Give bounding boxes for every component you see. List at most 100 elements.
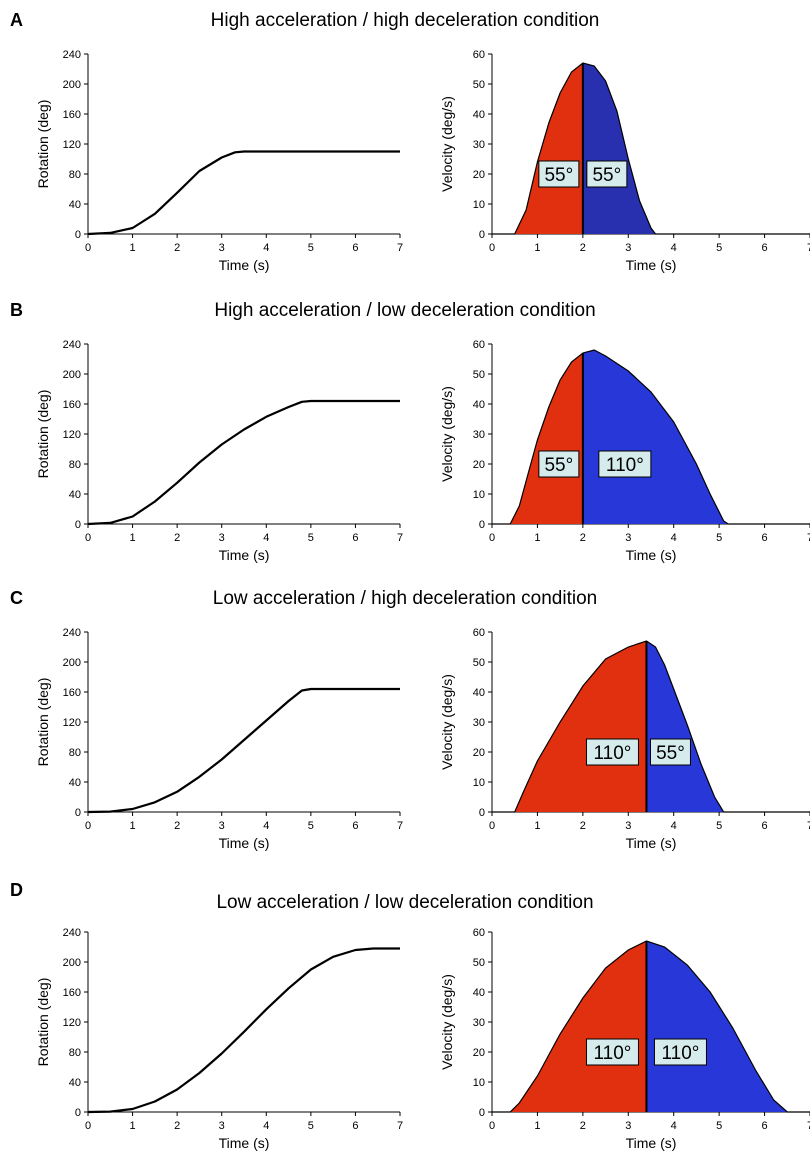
y-tick-label: 240 xyxy=(63,627,81,639)
y-tick-label: 0 xyxy=(479,807,485,819)
y-tick-label: 160 xyxy=(63,109,81,121)
x-tick-label: 5 xyxy=(308,1120,314,1132)
x-tick-label: 2 xyxy=(580,532,586,544)
y-tick-label: 40 xyxy=(69,489,81,501)
x-tick-label: 0 xyxy=(489,820,495,832)
x-tick-label: 4 xyxy=(671,532,677,544)
y-tick-label: 200 xyxy=(63,657,81,669)
y-tick-label: 160 xyxy=(63,687,81,699)
y-tick-label: 0 xyxy=(75,807,81,819)
y-axis-label: Velocity (deg/s) xyxy=(439,96,455,192)
y-tick-label: 40 xyxy=(473,399,485,411)
y-tick-label: 120 xyxy=(63,717,81,729)
y-tick-label: 80 xyxy=(69,1047,81,1059)
velocity-chart: 010203040506001234567Time (s)Velocity (d… xyxy=(400,338,730,588)
x-tick-label: 2 xyxy=(580,1120,586,1132)
y-tick-label: 50 xyxy=(473,369,485,381)
y-axis-label: Velocity (deg/s) xyxy=(439,674,455,770)
velocity-chart: 010203040506001234567Time (s)Velocity (d… xyxy=(400,926,730,1176)
y-axis-label: Rotation (deg) xyxy=(35,100,51,189)
x-tick-label: 4 xyxy=(671,820,677,832)
y-tick-label: 0 xyxy=(479,1107,485,1119)
y-tick-label: 0 xyxy=(75,229,81,241)
y-tick-label: 200 xyxy=(63,369,81,381)
x-tick-label: 1 xyxy=(534,820,540,832)
x-tick-label: 5 xyxy=(308,532,314,544)
y-tick-label: 40 xyxy=(473,687,485,699)
y-tick-label: 40 xyxy=(69,199,81,211)
y-tick-label: 0 xyxy=(479,229,485,241)
y-axis-label: Rotation (deg) xyxy=(35,390,51,479)
x-tick-label: 3 xyxy=(625,820,631,832)
rotation-series-line xyxy=(88,152,400,235)
y-tick-label: 120 xyxy=(63,1017,81,1029)
x-tick-label: 0 xyxy=(85,1120,91,1132)
panel-title: High acceleration / low deceleration con… xyxy=(0,300,810,322)
y-tick-label: 60 xyxy=(473,339,485,351)
y-tick-label: 0 xyxy=(75,519,81,531)
x-axis-label: Time (s) xyxy=(626,547,677,563)
deceleration-angle-label-text: 55° xyxy=(592,165,621,186)
y-tick-label: 60 xyxy=(473,49,485,61)
acceleration-area xyxy=(492,63,583,234)
y-tick-label: 80 xyxy=(69,169,81,181)
x-tick-label: 5 xyxy=(716,532,722,544)
y-tick-label: 30 xyxy=(473,1017,485,1029)
x-tick-label: 1 xyxy=(534,1120,540,1132)
y-tick-label: 50 xyxy=(473,957,485,969)
x-tick-label: 4 xyxy=(671,242,677,254)
deceleration-angle-label: 110° xyxy=(654,1039,706,1065)
y-tick-label: 80 xyxy=(69,747,81,759)
x-tick-label: 1 xyxy=(534,532,540,544)
deceleration-area xyxy=(647,941,810,1112)
x-tick-label: 4 xyxy=(671,1120,677,1132)
panel-title: Low acceleration / low deceleration cond… xyxy=(0,892,810,914)
x-tick-label: 6 xyxy=(352,1120,358,1132)
deceleration-angle-label-text: 55° xyxy=(656,743,685,764)
x-tick-label: 1 xyxy=(534,242,540,254)
x-tick-label: 2 xyxy=(580,242,586,254)
acceleration-area xyxy=(492,641,647,812)
deceleration-angle-label: 110° xyxy=(599,451,651,477)
y-tick-label: 20 xyxy=(473,459,485,471)
deceleration-area xyxy=(647,641,810,812)
y-tick-label: 60 xyxy=(473,627,485,639)
x-tick-label: 4 xyxy=(263,242,269,254)
y-tick-label: 240 xyxy=(63,339,81,351)
y-tick-label: 40 xyxy=(69,1077,81,1089)
x-tick-label: 0 xyxy=(489,1120,495,1132)
acceleration-angle-label-text: 55° xyxy=(544,455,573,476)
velocity-chart: 010203040506001234567Time (s)Velocity (d… xyxy=(400,626,730,876)
x-tick-label: 4 xyxy=(263,532,269,544)
x-tick-label: 6 xyxy=(762,820,768,832)
deceleration-area xyxy=(583,63,810,234)
x-axis-label: Time (s) xyxy=(626,257,677,273)
x-axis-label: Time (s) xyxy=(219,1135,270,1151)
x-tick-label: 2 xyxy=(174,820,180,832)
x-tick-label: 5 xyxy=(716,820,722,832)
rotation-series-line xyxy=(88,689,400,812)
deceleration-area xyxy=(583,350,810,524)
x-axis-label: Time (s) xyxy=(219,257,270,273)
y-axis-label: Rotation (deg) xyxy=(35,678,51,767)
y-tick-label: 50 xyxy=(473,657,485,669)
x-axis-label: Time (s) xyxy=(626,835,677,851)
y-tick-label: 10 xyxy=(473,199,485,211)
x-tick-label: 6 xyxy=(762,532,768,544)
y-tick-label: 120 xyxy=(63,139,81,151)
acceleration-angle-label-text: 110° xyxy=(594,1043,632,1064)
acceleration-area xyxy=(492,941,647,1112)
x-tick-label: 3 xyxy=(625,242,631,254)
x-tick-label: 5 xyxy=(716,1120,722,1132)
acceleration-angle-label: 110° xyxy=(586,1039,638,1065)
x-tick-label: 3 xyxy=(219,1120,225,1132)
panel-title: Low acceleration / high deceleration con… xyxy=(0,588,810,610)
y-tick-label: 10 xyxy=(473,777,485,789)
y-tick-label: 20 xyxy=(473,747,485,759)
velocity-chart: 010203040506001234567Time (s)Velocity (d… xyxy=(400,48,730,298)
x-tick-label: 0 xyxy=(85,532,91,544)
x-tick-label: 6 xyxy=(762,1120,768,1132)
